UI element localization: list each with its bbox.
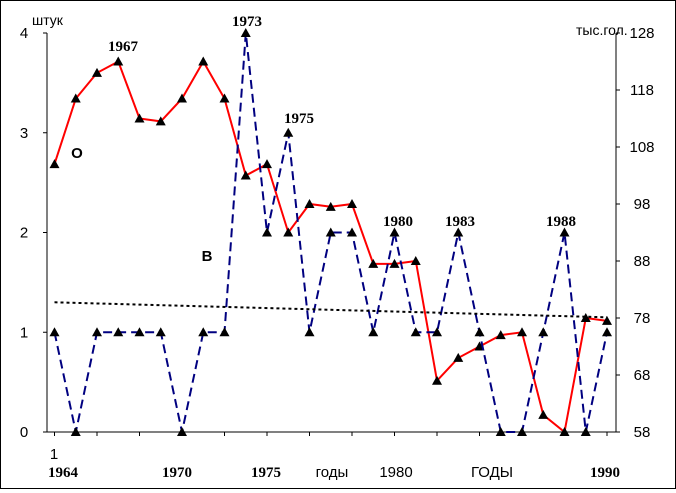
data-point-marker [219, 93, 230, 103]
data-point-marker [240, 170, 251, 180]
data-point-marker [325, 227, 336, 237]
data-point-marker [580, 313, 591, 322]
right-tick-label: 98 [634, 196, 651, 213]
x-tick-label: ГОДЫ [471, 464, 513, 481]
data-point-marker [155, 116, 166, 126]
data-point-marker [602, 327, 612, 337]
data-point-marker [495, 427, 506, 436]
x-tick-label: 1970 [162, 465, 192, 481]
data-point-marker [602, 315, 612, 325]
data-point-marker [134, 327, 145, 337]
data-point-marker [410, 256, 421, 265]
x-tick-label: 1980 [379, 464, 412, 481]
data-point-marker [92, 67, 102, 77]
data-point-marker [262, 227, 272, 237]
data-point-marker [474, 327, 485, 337]
data-point-marker [262, 159, 272, 169]
data-point-marker [368, 258, 379, 268]
data-point-marker [517, 427, 527, 436]
data-point-marker [559, 427, 570, 436]
data-point-marker [177, 93, 187, 103]
data-point-marker [304, 327, 315, 337]
peak-annotation: 1973 [232, 14, 262, 30]
right-tick-label: 108 [629, 139, 654, 156]
peak-annotation: 1967 [108, 39, 139, 55]
data-point-marker [410, 327, 421, 337]
right-tick-label: 58 [634, 424, 651, 441]
data-point-marker [92, 327, 102, 337]
data-point-marker [113, 56, 124, 66]
peak-annotation: 1980 [383, 214, 413, 230]
peak-annotation: 1975 [284, 111, 314, 127]
data-point-marker [538, 327, 549, 337]
data-point-marker [559, 227, 570, 237]
data-point-marker [325, 201, 336, 211]
data-point-marker [177, 427, 187, 436]
right-tick-label: 128 [629, 25, 654, 42]
data-point-marker [113, 327, 124, 337]
label-group: О В 1967 1973 1975 1980 1983 1988 [71, 14, 576, 265]
data-point-marker [389, 227, 400, 237]
data-point-marker [198, 327, 209, 337]
data-point-marker [453, 227, 464, 237]
left-tick-label: 3 [20, 125, 28, 142]
data-point-marker [538, 409, 549, 419]
data-point-marker [283, 127, 294, 137]
axes-group: 0 1 2 3 4 58 68 78 88 98 108 118 128 штук тыс.гол. 1 196… [20, 12, 655, 481]
data-point-marker [347, 199, 357, 208]
data-point-marker [347, 227, 357, 237]
right-tick-label: 68 [634, 367, 651, 384]
data-point-marker [240, 28, 251, 37]
right-tick-label: 118 [630, 82, 654, 99]
data-point-marker [304, 199, 315, 208]
peak-annotation: 1988 [546, 214, 576, 230]
data-point-marker [495, 330, 506, 340]
series-group [49, 28, 612, 436]
left-axis-unit: штук [32, 12, 64, 28]
left-tick-label: 4 [20, 25, 28, 42]
x-tick-label: 1990 [590, 465, 620, 481]
series-label: О [71, 145, 83, 162]
left-tick-label: 2 [20, 225, 28, 242]
left-tick-label: 1 [20, 324, 28, 341]
peak-annotation: 1983 [445, 214, 475, 230]
series-label: В [202, 248, 213, 265]
data-point-marker [368, 327, 379, 337]
right-tick-label: 78 [634, 310, 651, 327]
x-tick-label: годы [316, 464, 349, 481]
data-point-marker [155, 327, 166, 337]
b-series-line [53, 32, 608, 433]
data-point-marker [198, 56, 209, 66]
data-point-marker [580, 427, 591, 436]
data-point-marker [49, 327, 60, 337]
data-point-marker [517, 327, 527, 337]
data-point-marker [283, 227, 294, 237]
data-point-marker [70, 93, 81, 103]
data-point-marker [49, 159, 60, 169]
data-point-marker [134, 113, 145, 123]
data-point-marker [70, 427, 81, 436]
data-point-marker [389, 258, 400, 268]
data-point-marker [453, 352, 464, 362]
data-point-marker [432, 327, 442, 337]
x-tick-label: 1 [50, 446, 58, 463]
x-tick-label: 1975 [251, 465, 281, 481]
left-tick-label: 0 [20, 424, 28, 441]
o-series-line [53, 59, 608, 434]
right-tick-label: 88 [634, 253, 651, 270]
trend-line [54, 301, 608, 319]
right-axis-unit: тыс.гол. [576, 22, 628, 38]
x-tick-label: 1964 [48, 465, 79, 481]
data-point-marker [432, 375, 442, 385]
data-point-marker [219, 327, 230, 337]
